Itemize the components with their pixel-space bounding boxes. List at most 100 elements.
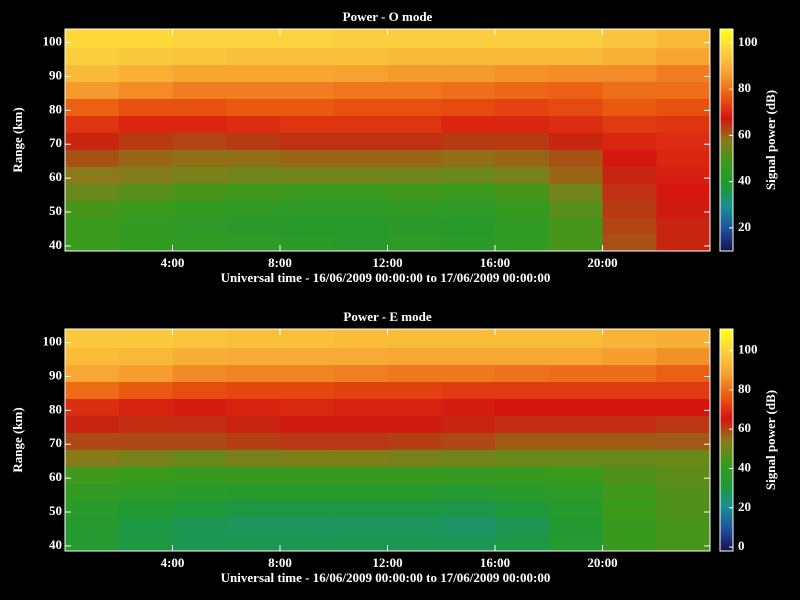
heatmap-cell xyxy=(441,347,496,366)
heatmap-cell xyxy=(118,347,173,366)
colorbar-segment xyxy=(720,451,733,454)
heatmap-cell xyxy=(656,398,711,416)
colorbar-segment xyxy=(720,55,733,58)
heatmap-cell xyxy=(656,47,711,66)
colorbar-segment xyxy=(720,179,733,182)
heatmap-cell xyxy=(118,98,173,116)
colorbar-segment xyxy=(720,47,733,50)
colorbar-segment xyxy=(720,39,733,42)
colorbar-segment xyxy=(720,487,733,490)
colorbar-segment xyxy=(720,355,733,358)
heatmap-cell xyxy=(495,398,550,416)
heatmap-cell xyxy=(118,29,173,49)
colorbar-segment xyxy=(720,169,733,172)
heatmap-cell xyxy=(387,149,442,167)
colorbar-segment xyxy=(720,99,733,102)
colorbar-segment xyxy=(720,131,733,134)
heatmap-cell xyxy=(65,98,120,116)
heatmap-cell xyxy=(280,81,335,99)
heatmap-cell xyxy=(280,115,335,133)
heatmap-cell xyxy=(495,381,550,399)
colorbar-tick-label: 80 xyxy=(738,381,751,396)
heatmap-cell xyxy=(656,534,711,552)
heatmap-cell xyxy=(387,449,442,467)
heatmap-cell xyxy=(118,115,173,133)
heatmap-cell xyxy=(602,466,657,484)
colorbar-segment xyxy=(720,113,733,116)
heatmap-cell xyxy=(656,415,711,433)
heatmap-cell xyxy=(172,364,227,383)
y-tick-label: 80 xyxy=(49,101,62,116)
heatmap-cell xyxy=(172,166,227,184)
colorbar-segment xyxy=(720,471,733,474)
colorbar-segment xyxy=(720,399,733,402)
heatmap-cell xyxy=(226,166,281,184)
heatmap-cell xyxy=(602,381,657,399)
colorbar-segment xyxy=(720,523,733,526)
heatmap-cell xyxy=(602,398,657,416)
heatmap-cell xyxy=(65,415,120,433)
heatmap-cell xyxy=(602,115,657,133)
heatmap-cell xyxy=(495,47,550,66)
heatmap-cell xyxy=(656,166,711,184)
heatmap-cell xyxy=(226,47,281,66)
heatmap-cell xyxy=(387,364,442,383)
heatmap-cell xyxy=(387,347,442,366)
colorbar-tick-label: 60 xyxy=(738,420,751,435)
heatmap-cell xyxy=(602,329,657,349)
heatmap-cell xyxy=(495,517,550,535)
colorbar-segment xyxy=(720,405,733,408)
heatmap-cell xyxy=(387,500,442,518)
heatmap-cell xyxy=(65,166,120,184)
colorbar-segment xyxy=(720,43,733,46)
colorbar-segment xyxy=(720,501,733,504)
colorbar-segment xyxy=(720,333,733,336)
colorbar-segment xyxy=(720,341,733,344)
heatmap-cell xyxy=(333,149,388,167)
colorbar-segment xyxy=(720,219,733,222)
colorbar-segment xyxy=(720,215,733,218)
heatmap-cell xyxy=(602,364,657,383)
colorbar-segment xyxy=(720,449,733,452)
colorbar-segment xyxy=(720,153,733,156)
heatmap-cell xyxy=(280,415,335,433)
heatmap-cell xyxy=(441,98,496,116)
heatmap-cell xyxy=(495,166,550,184)
colorbar-segment xyxy=(720,111,733,114)
heatmap-cell xyxy=(226,81,281,99)
heatmap-cell xyxy=(441,183,496,201)
colorbar-segment xyxy=(720,205,733,208)
heatmap-cell xyxy=(226,466,281,484)
colorbar-segment xyxy=(720,185,733,188)
heatmap-cell xyxy=(387,183,442,201)
colorbar-segment xyxy=(720,443,733,446)
heatmap-cell xyxy=(226,29,281,49)
heatmap-cell xyxy=(495,432,550,450)
colorbar-frame xyxy=(719,28,734,252)
colorbar-segment xyxy=(720,365,733,368)
heatmap-cell xyxy=(118,217,173,235)
heatmap-cell xyxy=(226,200,281,218)
heatmap-cell xyxy=(65,534,120,552)
y-tick-label: 100 xyxy=(43,34,63,49)
y-tick-label: 90 xyxy=(49,67,62,82)
heatmap-cell xyxy=(548,500,603,518)
colorbar-tick-label: 80 xyxy=(738,80,751,95)
heatmap-cell xyxy=(602,166,657,184)
heatmap-cell xyxy=(602,534,657,552)
heatmap-cell xyxy=(333,47,388,66)
heatmap-cell xyxy=(172,115,227,133)
y-tick-label: 90 xyxy=(49,367,62,382)
heatmap-cell xyxy=(387,64,442,83)
heatmap-cell xyxy=(441,217,496,235)
heatmap-cell xyxy=(65,234,120,252)
colorbar-segment xyxy=(720,489,733,492)
colorbar-segment xyxy=(720,35,733,38)
heatmap-cell xyxy=(656,200,711,218)
heatmap-cell xyxy=(280,98,335,116)
heatmap-cell xyxy=(172,347,227,366)
heatmap-cell xyxy=(65,132,120,150)
heatmap-cell xyxy=(387,329,442,349)
heatmap-cell xyxy=(172,200,227,218)
heatmap-cell xyxy=(656,381,711,399)
